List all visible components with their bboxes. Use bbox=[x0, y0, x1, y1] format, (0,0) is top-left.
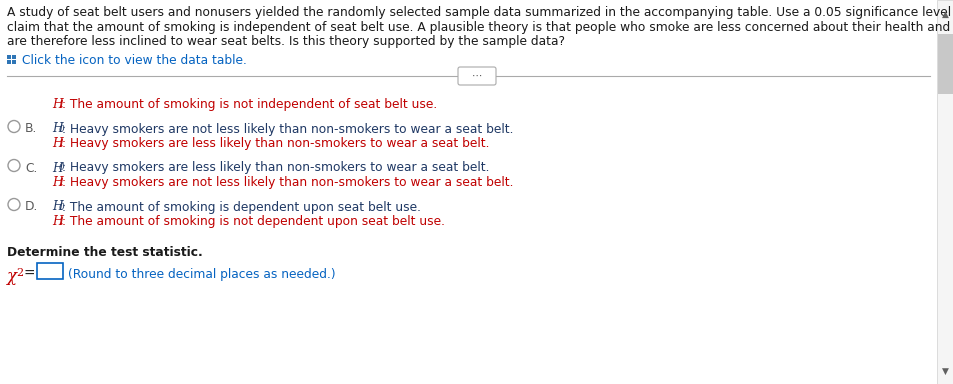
Text: 1: 1 bbox=[58, 100, 64, 109]
Text: 0: 0 bbox=[58, 202, 64, 212]
Text: ▲: ▲ bbox=[941, 10, 947, 19]
Text: 0: 0 bbox=[58, 164, 64, 172]
Text: H: H bbox=[52, 98, 63, 111]
Bar bbox=[7, 55, 11, 58]
Text: Click the icon to view the data table.: Click the icon to view the data table. bbox=[22, 53, 247, 66]
Text: : Heavy smokers are less likely than non-smokers to wear a seat belt.: : Heavy smokers are less likely than non… bbox=[63, 137, 490, 150]
Text: =: = bbox=[24, 267, 35, 281]
Text: H: H bbox=[52, 200, 63, 214]
Text: B.: B. bbox=[25, 122, 37, 136]
Circle shape bbox=[8, 199, 20, 210]
Text: χ: χ bbox=[7, 268, 17, 285]
Bar bbox=[12, 55, 16, 58]
Text: H: H bbox=[52, 215, 63, 228]
Text: 2: 2 bbox=[16, 268, 23, 278]
Text: : The amount of smoking is dependent upon seat belt use.: : The amount of smoking is dependent upo… bbox=[63, 200, 421, 214]
Bar bbox=[37, 263, 63, 279]
Circle shape bbox=[8, 159, 20, 172]
Text: 0: 0 bbox=[58, 124, 64, 134]
Text: H: H bbox=[52, 137, 63, 150]
Text: 1: 1 bbox=[58, 217, 64, 226]
Text: Determine the test statistic.: Determine the test statistic. bbox=[7, 245, 203, 258]
Text: : The amount of smoking is not dependent upon seat belt use.: : The amount of smoking is not dependent… bbox=[63, 215, 445, 228]
Text: C.: C. bbox=[25, 162, 37, 174]
Text: ▼: ▼ bbox=[941, 367, 947, 376]
Bar bbox=[7, 60, 11, 64]
Text: : Heavy smokers are less likely than non-smokers to wear a seat belt.: : Heavy smokers are less likely than non… bbox=[63, 162, 490, 174]
FancyBboxPatch shape bbox=[457, 67, 496, 85]
Text: ⋯: ⋯ bbox=[472, 71, 481, 81]
Text: H: H bbox=[52, 122, 63, 136]
Text: 1: 1 bbox=[58, 178, 64, 187]
Text: are therefore less inclined to wear seat belts. Is this theory supported by the : are therefore less inclined to wear seat… bbox=[7, 35, 564, 48]
Text: D.: D. bbox=[25, 200, 38, 214]
Text: H: H bbox=[52, 176, 63, 189]
Bar bbox=[936, 0, 953, 384]
Text: claim that the amount of smoking is independent of seat belt use. A plausible th: claim that the amount of smoking is inde… bbox=[7, 20, 953, 33]
Text: (Round to three decimal places as needed.): (Round to three decimal places as needed… bbox=[68, 268, 335, 281]
Text: : Heavy smokers are not less likely than non-smokers to wear a seat belt.: : Heavy smokers are not less likely than… bbox=[63, 176, 514, 189]
Text: H: H bbox=[52, 162, 63, 174]
Text: : The amount of smoking is not independent of seat belt use.: : The amount of smoking is not independe… bbox=[63, 98, 437, 111]
Bar bbox=[12, 60, 16, 64]
Text: : Heavy smokers are not less likely than non-smokers to wear a seat belt.: : Heavy smokers are not less likely than… bbox=[63, 122, 514, 136]
Circle shape bbox=[8, 121, 20, 132]
Text: A study of seat belt users and nonusers yielded the randomly selected sample dat: A study of seat belt users and nonusers … bbox=[7, 6, 953, 19]
Text: 1: 1 bbox=[58, 139, 64, 148]
Bar bbox=[937, 34, 952, 94]
